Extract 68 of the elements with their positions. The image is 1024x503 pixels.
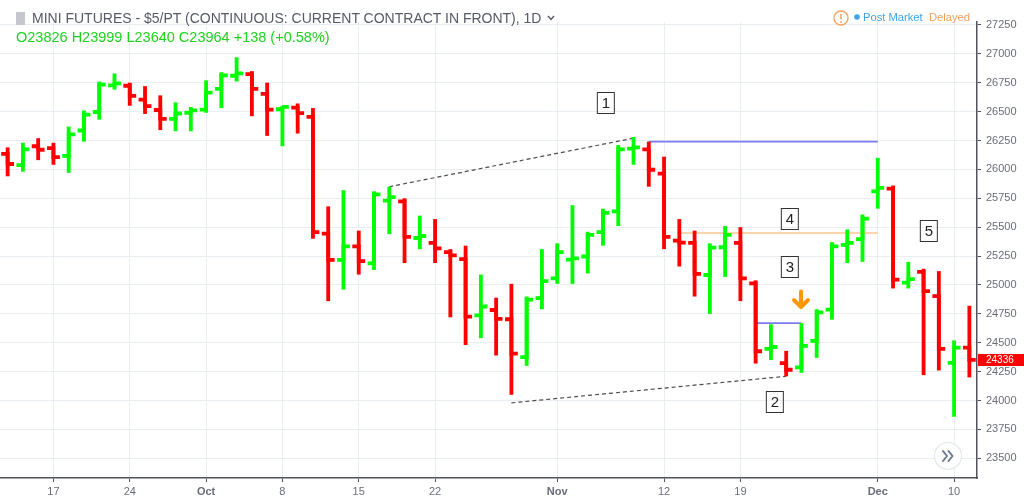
candlestick: [718, 226, 732, 277]
x-tick-label: 10: [947, 484, 961, 497]
y-tick-label: 26250: [986, 133, 1017, 146]
y-tick-label: 25000: [986, 278, 1017, 290]
candlestick: [47, 142, 60, 165]
x-tick-label: Dec: [867, 484, 888, 497]
candlestick: [352, 230, 366, 275]
x-tick-label: 17: [47, 484, 60, 497]
y-tick-label: 25750: [986, 191, 1017, 204]
y-tick-label: 24750: [986, 306, 1017, 319]
candlestick: [260, 82, 274, 136]
candlestick: [276, 105, 289, 147]
annotation: 3: [780, 256, 800, 279]
candlestick: [123, 82, 137, 106]
x-tick-label: 19: [734, 484, 747, 497]
candlestick: [840, 229, 854, 263]
y-tick-label: 23750: [986, 422, 1017, 435]
y-tick-label: 26750: [986, 75, 1017, 88]
annotation: 4: [780, 208, 800, 231]
candlestick: [901, 261, 915, 289]
y-tick-label: 25250: [986, 249, 1017, 262]
candlestick: [199, 80, 213, 113]
candlestick: [428, 219, 442, 263]
candlestick: [1, 147, 15, 177]
x-tick-label: Nov: [546, 484, 569, 497]
x-tick-label: Oct: [196, 484, 216, 497]
annotation: 5: [919, 219, 939, 242]
candlestick: [596, 208, 610, 246]
candlestick: [16, 142, 30, 172]
candlestick: [947, 340, 961, 417]
candlestick: [443, 249, 457, 318]
y-tick-label: 24000: [986, 393, 1017, 406]
candlestick: [214, 72, 228, 109]
candlestick: [474, 274, 488, 339]
y-tick-label: 27250: [986, 17, 1017, 30]
candlestick: [672, 219, 686, 267]
annotation: 2: [765, 390, 785, 413]
x-tick-label: 12: [657, 484, 671, 497]
y-tick-label: 26500: [986, 104, 1017, 117]
y-tick-label: 26000: [986, 162, 1017, 175]
x-tick-label: 8: [279, 484, 286, 497]
x-tick-label: 22: [428, 484, 442, 497]
candlestick: [413, 215, 427, 250]
chart-title: MINI FUTURES - $5/PT (CONTINUOUS: CURRENT CONTRACT IN FRONT), 1D: [32, 9, 542, 27]
candlestick: [291, 103, 305, 134]
y-tick-label: 25500: [986, 220, 1017, 233]
candlestick: [138, 86, 152, 114]
x-tick-label: 24: [123, 484, 136, 497]
y-tick-label: 27000: [986, 46, 1017, 59]
text: 24336: [978, 354, 1024, 367]
candlestick: [245, 71, 259, 117]
candlestick: [764, 324, 778, 361]
candlestick: [489, 297, 503, 356]
candlestick: [77, 110, 91, 142]
candlestick: [31, 138, 45, 161]
annotation: 1: [596, 92, 616, 115]
annotation: Post Market: [863, 10, 923, 24]
text: O23826 H23999 L23640 C23964 +138 (+0.58%): [16, 28, 330, 46]
y-tick-label: 24500: [986, 335, 1017, 348]
candlestick: [871, 157, 885, 209]
y-tick-label: 23500: [986, 451, 1017, 464]
candlestick: [535, 249, 549, 310]
candlestick: [779, 350, 793, 377]
annotation: Delayed: [929, 10, 971, 24]
candlestick: [962, 305, 976, 378]
x-tick-label: 15: [352, 484, 365, 497]
y-tick-label: 24250: [986, 364, 1017, 377]
candlestick: [153, 95, 167, 131]
